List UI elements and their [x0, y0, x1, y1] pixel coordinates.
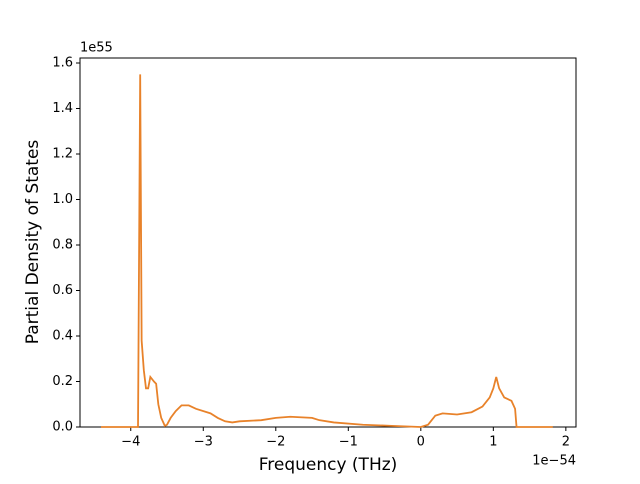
x-offset-label: 1e−54: [532, 454, 576, 469]
x-axis-label: Frequency (THz): [259, 455, 398, 475]
y-tick-label: 0.8: [52, 238, 73, 253]
y-tick-label: 1.0: [52, 192, 73, 207]
x-tick-label: −3: [194, 435, 213, 450]
data-line: [101, 74, 553, 428]
y-axis-label: Partial Density of States: [23, 140, 43, 345]
y-tick-label: 1.6: [52, 56, 73, 71]
plot-frame: [79, 57, 577, 428]
y-tick-label: 0.0: [52, 420, 73, 435]
y-tick-label: 0.4: [52, 329, 73, 344]
x-tick-label: −4: [121, 435, 140, 450]
x-tick-label: 2: [562, 435, 570, 450]
x-tick-label: 1: [489, 435, 497, 450]
y-offset-label: 1e55: [80, 41, 113, 56]
x-tick-label: −2: [266, 435, 285, 450]
y-tick-label: 1.2: [52, 147, 73, 162]
y-tick-label: 1.4: [52, 101, 73, 116]
y-tick-label: 0.2: [52, 374, 73, 389]
y-tick-label: 0.6: [52, 283, 73, 298]
x-tick-label: 0: [417, 435, 425, 450]
x-tick-label: −1: [339, 435, 358, 450]
